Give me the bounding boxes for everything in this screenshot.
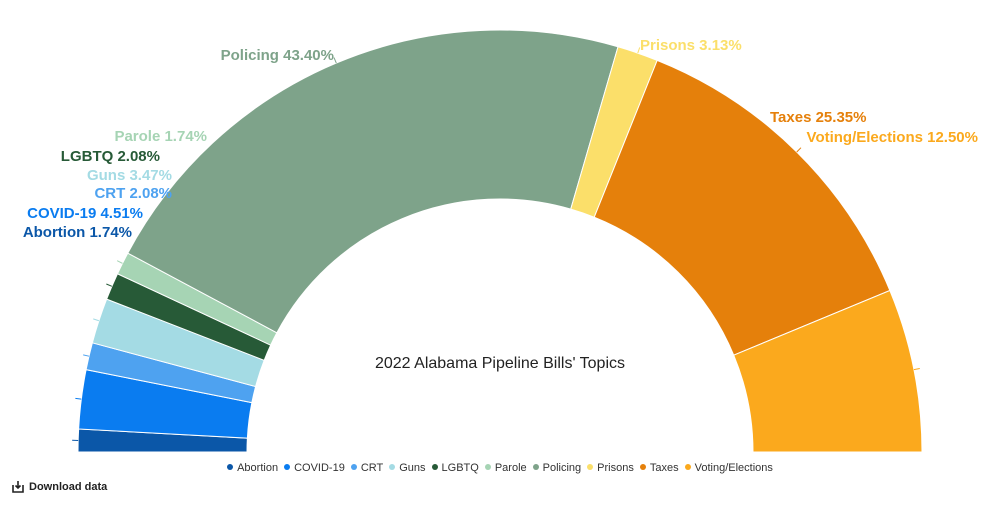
chart: Abortion 1.74% COVID-19 4.51% CRT 2.08%Gun… <box>23 29 978 453</box>
label-guns: Guns 3.47% <box>87 167 172 184</box>
label-prisons: Prisons 3.13% <box>640 37 742 54</box>
legend-marker <box>431 464 438 471</box>
label-taxes: Taxes 25.35% <box>770 109 866 126</box>
legend-item-policing[interactable]: Policing <box>532 462 582 474</box>
download-data-button[interactable]: Download data <box>12 480 107 493</box>
legend-item-parole[interactable]: Parole <box>484 462 527 474</box>
legend-item-prisons[interactable]: Prisons <box>587 462 634 474</box>
chart-title: 2022 Alabama Pipeline Bills' Topics <box>375 355 625 372</box>
leader-parole <box>116 260 123 264</box>
slice-policing[interactable] <box>127 29 619 334</box>
label-covid-19: COVID-19 4.51% <box>27 205 143 222</box>
label-crt: CRT 2.08% <box>94 185 172 202</box>
legend-marker <box>484 464 491 471</box>
slice-voting-elections[interactable] <box>733 289 923 453</box>
legend-item-abortion[interactable]: Abortion <box>227 462 278 474</box>
legend-label: Taxes <box>649 462 679 474</box>
legend-marker <box>587 464 594 471</box>
label-voting-elections: Voting/Elections 12.50% <box>807 129 978 146</box>
legend-marker <box>684 464 691 471</box>
leader-crt <box>83 354 90 357</box>
legend-marker <box>389 464 396 471</box>
leader-taxes <box>796 147 802 153</box>
legend-label: Policing <box>542 462 582 474</box>
legend-label: Guns <box>399 462 426 474</box>
slice-labels-group: Abortion 1.74% COVID-19 4.51% CRT 2.08%Gun… <box>23 37 978 241</box>
label-lgbtq: LGBTQ 2.08% <box>61 148 160 165</box>
leader-covid-19 <box>75 397 82 400</box>
download-icon <box>12 481 24 493</box>
leader-guns <box>93 318 100 322</box>
label-parole: Parole 1.74% <box>114 128 207 145</box>
legend-marker <box>532 464 539 471</box>
leader-voting-elections <box>913 368 920 371</box>
legend-label: Parole <box>494 462 527 474</box>
legend-item-covid-19[interactable]: COVID-19 <box>284 462 345 474</box>
label-abortion: Abortion 1.74% <box>23 224 132 241</box>
leader-prisons <box>637 47 641 54</box>
legend-label: LGBTQ <box>441 462 479 474</box>
legend-item-crt[interactable]: CRT <box>350 462 384 474</box>
slices-group <box>77 29 923 453</box>
legend: Abortion COVID-19 CRT Guns LGBTQ Parole Polici… <box>0 462 1000 474</box>
legend-marker <box>227 464 234 471</box>
leader-lines-group <box>72 47 920 441</box>
legend-marker <box>284 464 291 471</box>
leader-lgbtq <box>106 283 113 287</box>
legend-marker <box>350 464 357 471</box>
legend-item-guns[interactable]: Guns <box>389 462 426 474</box>
legend-label: COVID-19 <box>294 462 345 474</box>
legend-item-voting-elections[interactable]: Voting/Elections <box>684 462 773 474</box>
legend-label: Abortion <box>237 462 279 474</box>
legend-label: Prisons <box>597 462 634 474</box>
legend-item-taxes[interactable]: Taxes <box>639 462 679 474</box>
leader-policing <box>333 57 337 64</box>
label-policing: Policing 43.40% <box>221 47 334 64</box>
download-data-label: Download data <box>29 480 108 493</box>
legend-marker <box>639 464 646 471</box>
legend-label: CRT <box>360 462 384 474</box>
legend-label: Voting/Elections <box>694 462 773 474</box>
legend-item-lgbtq[interactable]: LGBTQ <box>431 462 479 474</box>
